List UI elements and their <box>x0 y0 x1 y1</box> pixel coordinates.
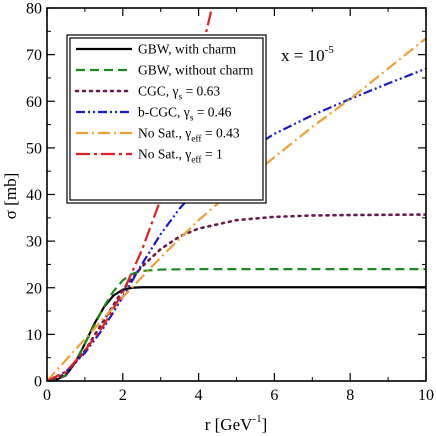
legend-label-subscript: s <box>178 93 182 103</box>
x-tick-label: 0 <box>43 387 51 404</box>
legend-label-3: CGC, γs = 0.63 <box>138 84 220 103</box>
x-axis-title: r [GeV-1] <box>205 413 268 434</box>
legend-label-subscript: eff <box>191 155 202 166</box>
legend-frame-outer <box>66 34 267 204</box>
legend-label-main: GBW, with charm <box>138 42 237 57</box>
legend-label-tail: = 1 <box>202 147 223 162</box>
x-tick-label: 10 <box>418 387 434 404</box>
y-tick-label: 0 <box>34 374 42 391</box>
x-axis-title-exponent: -1 <box>252 413 261 425</box>
y-tick-label: 80 <box>26 1 42 18</box>
x-axis-title-close: ] <box>262 415 268 434</box>
legend-label-main: b-CGC, γ <box>138 105 190 120</box>
y-tick-label: 50 <box>26 140 42 157</box>
series-line-6 <box>47 8 213 381</box>
legend-label-tail: = 0.43 <box>202 126 240 141</box>
legend-label-1: GBW, with charm <box>138 42 237 57</box>
y-tick-label: 30 <box>26 234 42 251</box>
legend-label-subscript: eff <box>191 134 202 145</box>
legend-label-main: CGC, γ <box>138 84 179 99</box>
x-tick-label: 2 <box>119 387 127 404</box>
legend-label-subscript: s <box>190 114 194 124</box>
legend-label-2: GBW, without charm <box>138 63 254 78</box>
ticks-layer: 0 2 4 6 8 10 0 10 20 30 40 50 60 70 80 <box>26 1 434 405</box>
legend-label-main: GBW, without charm <box>138 63 254 78</box>
legend-label-main: No Sat., γ <box>138 147 191 162</box>
y-tick-label: 70 <box>26 47 42 64</box>
y-axis-title: σ [mb] <box>1 173 20 219</box>
x-tick-label: 4 <box>195 387 203 404</box>
y-tick-label: 20 <box>26 280 42 297</box>
legend-label-6: No Sat., γeff = 1 <box>138 147 223 166</box>
x-tick-label: 8 <box>346 387 354 404</box>
y-tick-label: 40 <box>26 187 42 204</box>
x-tick-label: 6 <box>270 387 278 404</box>
legend-label-main: No Sat., γ <box>138 126 191 141</box>
legend-label-5: No Sat., γeff = 0.43 <box>138 126 240 145</box>
legend-label-tail: = 0.46 <box>193 105 231 120</box>
legend-label-4: b-CGC, γs = 0.46 <box>138 105 232 124</box>
y-tick-label: 10 <box>26 327 42 344</box>
annotation-exponent: -5 <box>325 44 335 56</box>
series-line-4 <box>47 67 426 381</box>
legend-frame-inner <box>69 37 264 201</box>
legend-label-tail: = 0.63 <box>182 84 220 99</box>
y-tick-label: 60 <box>26 94 42 111</box>
annotation: x = 10-5 <box>281 44 334 65</box>
